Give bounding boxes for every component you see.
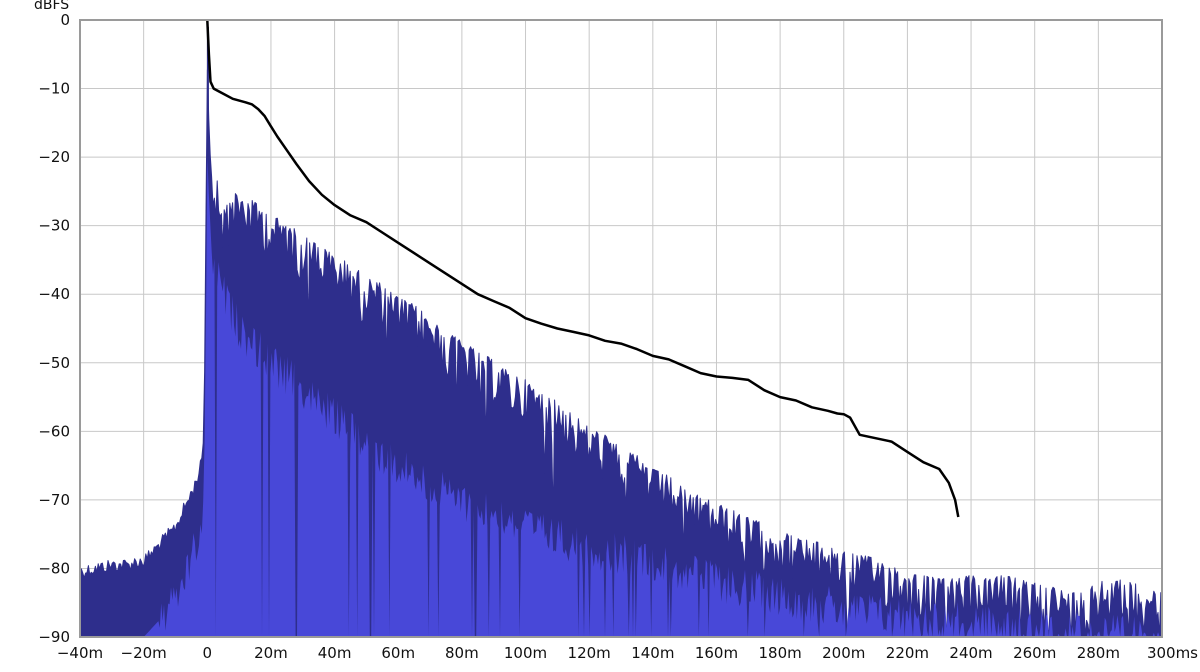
decay-curve-line	[206, 20, 960, 518]
y-tick-label: −50	[38, 354, 70, 372]
x-tick-label: 160m	[695, 644, 738, 662]
x-tick-label: 180m	[758, 644, 801, 662]
data-plot	[80, 20, 1162, 637]
x-tick-label: 260m	[1013, 644, 1056, 662]
plot-frame	[79, 19, 1163, 638]
x-tick-label: −20m	[121, 644, 167, 662]
x-tick-label: 280m	[1077, 644, 1120, 662]
y-tick-label: −40	[38, 285, 70, 303]
x-tick-label: 140m	[631, 644, 674, 662]
y-axis-unit-label: dBFS	[34, 0, 70, 13]
y-tick-label: −70	[38, 491, 70, 509]
y-tick-label: −90	[38, 628, 70, 646]
tick-labels: 0 −10 −20 −30 −40 −50 −60 −70 −80 −90−40m −20m 0 20m…	[38, 11, 1198, 662]
y-tick-label: 0	[60, 11, 70, 29]
x-tick-label: 40m	[318, 644, 352, 662]
x-tick-label: 220m	[886, 644, 929, 662]
x-tick-label: 60m	[381, 644, 415, 662]
x-tick-label: 240m	[949, 644, 992, 662]
x-tick-label: 0	[203, 644, 213, 662]
y-tick-label: −60	[38, 422, 70, 440]
x-tick-label: 80m	[445, 644, 479, 662]
x-tick-label: 200m	[822, 644, 865, 662]
y-tick-label: −80	[38, 559, 70, 577]
y-tick-label: −10	[38, 80, 70, 98]
impulse-fill-area	[80, 157, 1162, 637]
x-tick-label: 300ms	[1147, 644, 1198, 662]
x-tick-label: −40m	[57, 644, 103, 662]
x-tick-label: 120m	[568, 644, 611, 662]
y-tick-label: −30	[38, 217, 70, 235]
x-tick-label: 100m	[504, 644, 547, 662]
x-tick-label: 20m	[254, 644, 288, 662]
y-tick-label: −20	[38, 148, 70, 166]
